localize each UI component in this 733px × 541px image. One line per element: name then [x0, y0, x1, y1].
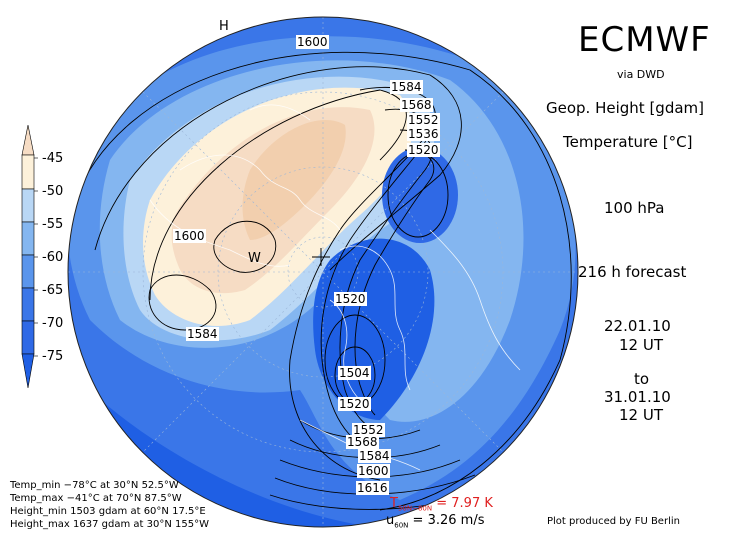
contour-label: 1520: [334, 292, 367, 306]
pole-cross: [312, 248, 330, 266]
colorbar: [21, 124, 38, 389]
colorbar-label: -45: [42, 151, 64, 166]
init-date: 22.01.10: [604, 317, 671, 335]
page-title: ECMWF: [578, 20, 711, 60]
contour-label: 1584: [186, 327, 219, 341]
t-subscript: 50N−80N: [397, 504, 433, 513]
parameter-temperature: Temperature [°C]: [563, 133, 693, 151]
u-subscript: 60N: [394, 521, 409, 530]
credit-label: Plot produced by FU Berlin: [547, 516, 680, 527]
contour-label: 1600: [296, 35, 329, 49]
contour-label: 1552: [352, 423, 385, 437]
map-border: [67, 16, 579, 528]
contour-label: 1568: [346, 435, 379, 449]
pole-marker: H: [219, 19, 229, 34]
colorbar-label: -75: [42, 349, 64, 364]
pressure-level: 100 hPa: [604, 199, 665, 217]
valid-time: 12 UT: [619, 406, 663, 424]
forecast-hours: 216 h forecast: [578, 263, 687, 281]
source-label: via DWD: [617, 68, 665, 81]
contour-label: 1520: [338, 397, 371, 411]
contour-label: 1584: [390, 80, 423, 94]
contour-label: 1552: [407, 113, 440, 127]
colorbar-label: -70: [42, 316, 64, 331]
colorbar-label: -60: [42, 250, 64, 265]
contour-label: 1520: [407, 143, 440, 157]
stat-height-max: Height_max 1637 gdam at 30°N 155°W: [10, 519, 209, 530]
valid-date: 31.01.10: [604, 388, 671, 406]
wind-index: u60N = 3.26 m/s: [386, 513, 484, 530]
to-label: to: [634, 370, 650, 388]
temperature-index: T50N−80N = 7.97 K: [390, 496, 493, 513]
stat-temp-min: Temp_min −78°C at 30°N 52.5°W: [10, 480, 179, 491]
contour-label: 1536: [407, 127, 440, 141]
stat-temp-max: Temp_max −41°C at 70°N 87.5°W: [10, 493, 182, 504]
stat-height-min: Height_min 1503 gdam at 60°N 17.5°E: [10, 506, 206, 517]
t-value: = 7.97 K: [436, 496, 493, 511]
init-time: 12 UT: [619, 336, 663, 354]
contour-label: 1584: [358, 449, 391, 463]
u-symbol: u: [386, 513, 395, 528]
t-symbol: T: [390, 496, 398, 511]
colorbar-label: -50: [42, 184, 64, 199]
contour-label: 1600: [173, 229, 206, 243]
colorbar-label: -65: [42, 283, 64, 298]
contour-label: 1504: [338, 366, 371, 380]
temperature-field: [68, 17, 578, 527]
contour-label: 1568: [400, 98, 433, 112]
contour-label: 1616: [356, 481, 389, 495]
contour-label: 1600: [357, 464, 390, 478]
high-marker: W: [248, 251, 261, 266]
u-value: = 3.26 m/s: [412, 513, 485, 528]
colorbar-label: -55: [42, 217, 64, 232]
parameter-height: Geop. Height [gdam]: [546, 99, 704, 117]
